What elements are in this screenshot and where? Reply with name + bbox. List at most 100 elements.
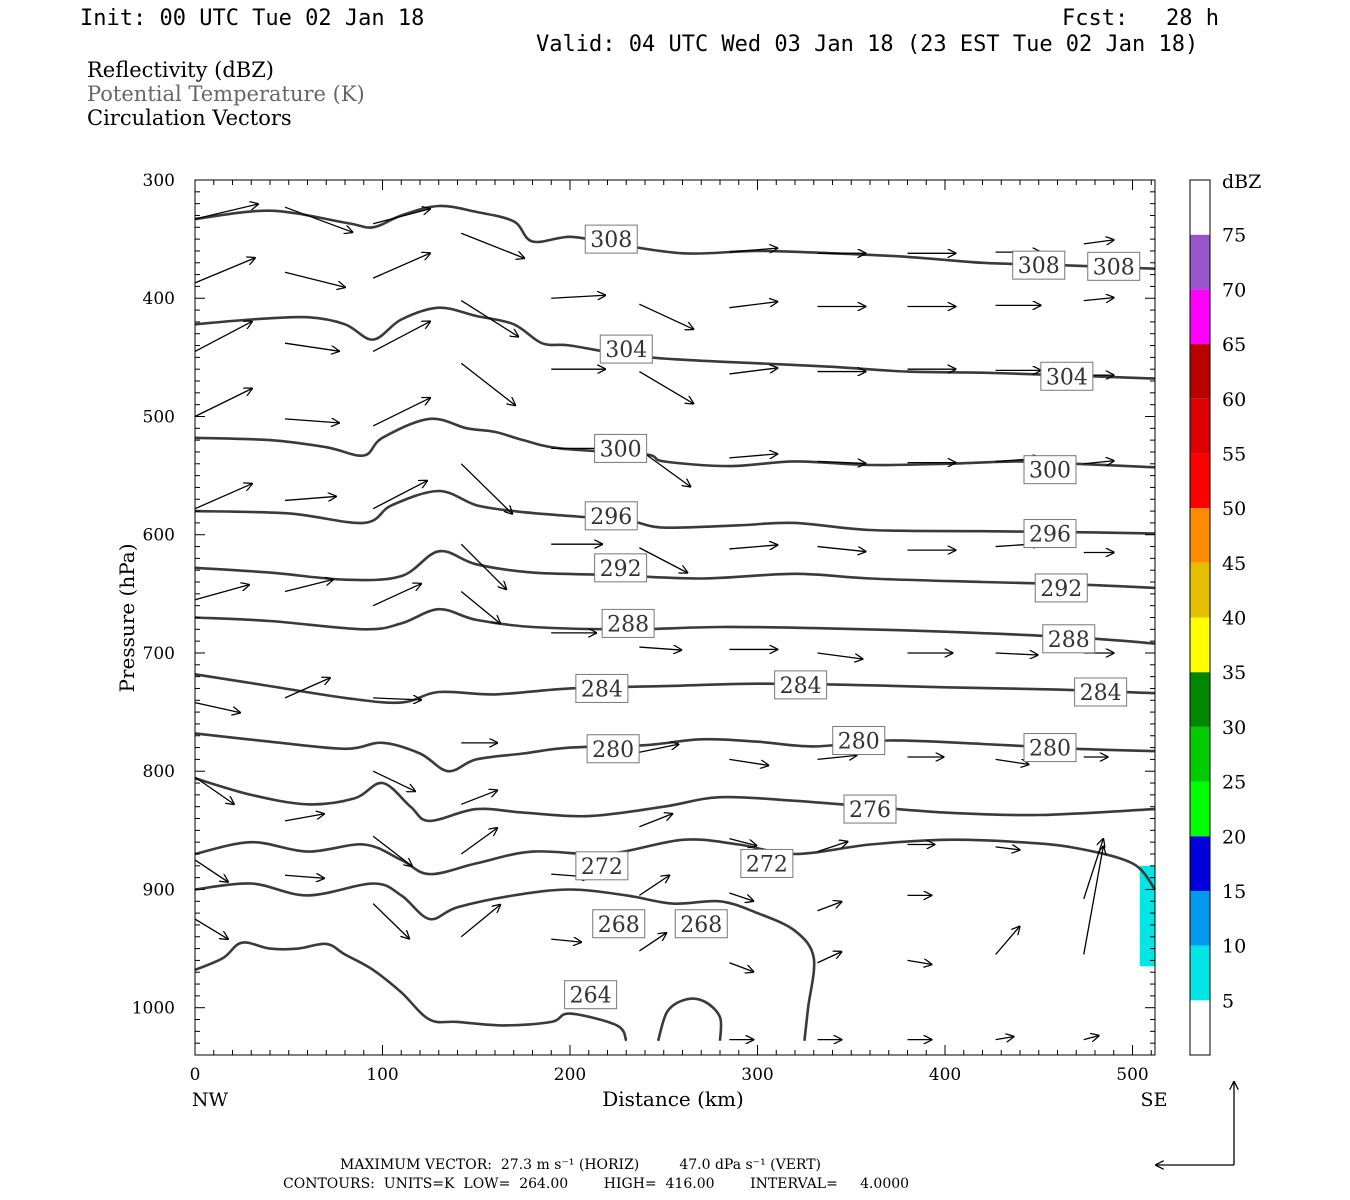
contour-label: 264 [570, 984, 612, 1009]
forecast-label: Fcst: [1062, 6, 1129, 31]
circulation-vector [1083, 839, 1104, 900]
contour-label: 284 [1080, 681, 1122, 706]
contour-label-box [586, 734, 640, 764]
circulation-vector [461, 790, 497, 805]
colorbar-level-label: 35 [1222, 662, 1246, 684]
circulation-vector [460, 828, 497, 855]
circulation-vector [551, 939, 581, 942]
contour-label-box [843, 794, 897, 824]
circulation-vector [729, 892, 753, 901]
contour-label-box [594, 553, 648, 583]
contour-label: 288 [607, 612, 649, 637]
circulation-vector [460, 300, 518, 337]
circulation-vector [194, 585, 249, 601]
circulation-vector [1083, 240, 1114, 244]
theta-contour-268 [194, 882, 816, 1041]
circulation-vector [1083, 298, 1114, 301]
circulation-vector [639, 933, 666, 952]
circulation-vector [373, 698, 421, 700]
circulation-vector [817, 461, 866, 463]
contour-label-box [1074, 677, 1128, 707]
circulation-vector [551, 295, 605, 298]
circulation-vector [284, 342, 339, 351]
y-tick-label: 700 [143, 644, 175, 664]
circulation-vector [1083, 846, 1104, 955]
circulation-vector [460, 463, 512, 514]
circulation-vector [639, 547, 687, 573]
contour-label: 304 [1046, 365, 1088, 390]
contour-label-box [674, 909, 728, 939]
colorbar-segment [1190, 672, 1210, 727]
circulation-vector [729, 302, 777, 309]
circulation-vector [372, 903, 409, 939]
theta-contour-304 [194, 306, 1156, 380]
circulation-vector [995, 759, 1029, 764]
circulation-vector [372, 321, 430, 353]
theta-contour-264 [656, 997, 723, 1042]
contour-label-box [594, 433, 648, 463]
x-tick-label: 500 [1116, 1065, 1148, 1085]
colorbar-segment [1190, 398, 1210, 454]
forecast-hour: 28 h [1166, 6, 1219, 31]
circulation-vector [194, 776, 234, 804]
colorbar-segment [1190, 180, 1210, 235]
y-tick-label: 1000 [132, 999, 175, 1019]
contour-label-box [1087, 251, 1141, 281]
circulation-vector [729, 545, 777, 549]
init-time: Init: 00 UTC Tue 02 Jan 18 [80, 6, 425, 31]
colorbar-segment [1190, 726, 1210, 782]
circulation-vector [729, 758, 768, 765]
se-end-label: SE [1141, 1089, 1168, 1111]
circulation-vector [729, 248, 777, 252]
circulation-vector [638, 449, 690, 487]
circulation-vector [639, 303, 693, 329]
y-tick-label: 500 [143, 407, 175, 427]
contour-label: 308 [590, 228, 632, 253]
circulation-vector [284, 579, 333, 593]
colorbar-level-label: 25 [1222, 772, 1246, 794]
x-tick-label: 100 [366, 1065, 398, 1085]
contour-label: 268 [598, 913, 640, 938]
field-label-vectors: Circulation Vectors [87, 106, 292, 130]
y-axis-label: Pressure (hPa) [115, 544, 139, 693]
circulation-vector [729, 962, 753, 972]
colorbar-level-label: 45 [1222, 553, 1246, 575]
contour-label-box [774, 670, 828, 700]
circulation-vector [372, 481, 427, 510]
contour-label: 288 [1048, 628, 1090, 653]
contour-label: 304 [605, 338, 647, 363]
contour-label-box [1023, 455, 1077, 485]
theta-contour-292 [194, 549, 1156, 590]
x-tick-label: 200 [554, 1065, 586, 1085]
contour-label-box [564, 980, 618, 1010]
colorbar-segment [1190, 289, 1210, 345]
circulation-vector [284, 419, 339, 423]
theta-contour-272 [194, 838, 1157, 891]
circulation-vector [194, 321, 252, 353]
reflectivity-layer [1139, 865, 1155, 967]
contour-label: 284 [780, 674, 822, 699]
circulation-vector [372, 770, 415, 791]
contour-label-box [575, 673, 629, 703]
circulation-vector [639, 647, 681, 650]
contour-label: 272 [581, 855, 623, 880]
circulation-vector [461, 232, 524, 258]
x-tick-label: 400 [929, 1065, 961, 1085]
contour-label-box [601, 608, 655, 638]
colorbar-level-label: 20 [1222, 826, 1246, 848]
contour-label-box [1040, 361, 1094, 391]
colorbar-level-label: 30 [1222, 717, 1246, 739]
x-tick-label: 0 [190, 1065, 201, 1085]
circulation-vector [460, 543, 506, 589]
contour-label: 292 [600, 557, 642, 582]
contour-label-box [592, 909, 646, 939]
contour-label: 300 [600, 437, 642, 462]
circulation-vector [1083, 461, 1114, 464]
colorbar-level-label: 65 [1222, 334, 1246, 356]
contour-label: 292 [1040, 577, 1082, 602]
circulation-vector [817, 545, 866, 552]
circulation-vector [194, 702, 240, 713]
circulation-vector [372, 835, 412, 866]
contour-label-layer: 308 308 308 304 304 300 300 296 296 292 292 288 288 2… [564, 224, 1141, 1010]
field-label-reflectivity: Reflectivity (dBZ) [87, 58, 275, 82]
